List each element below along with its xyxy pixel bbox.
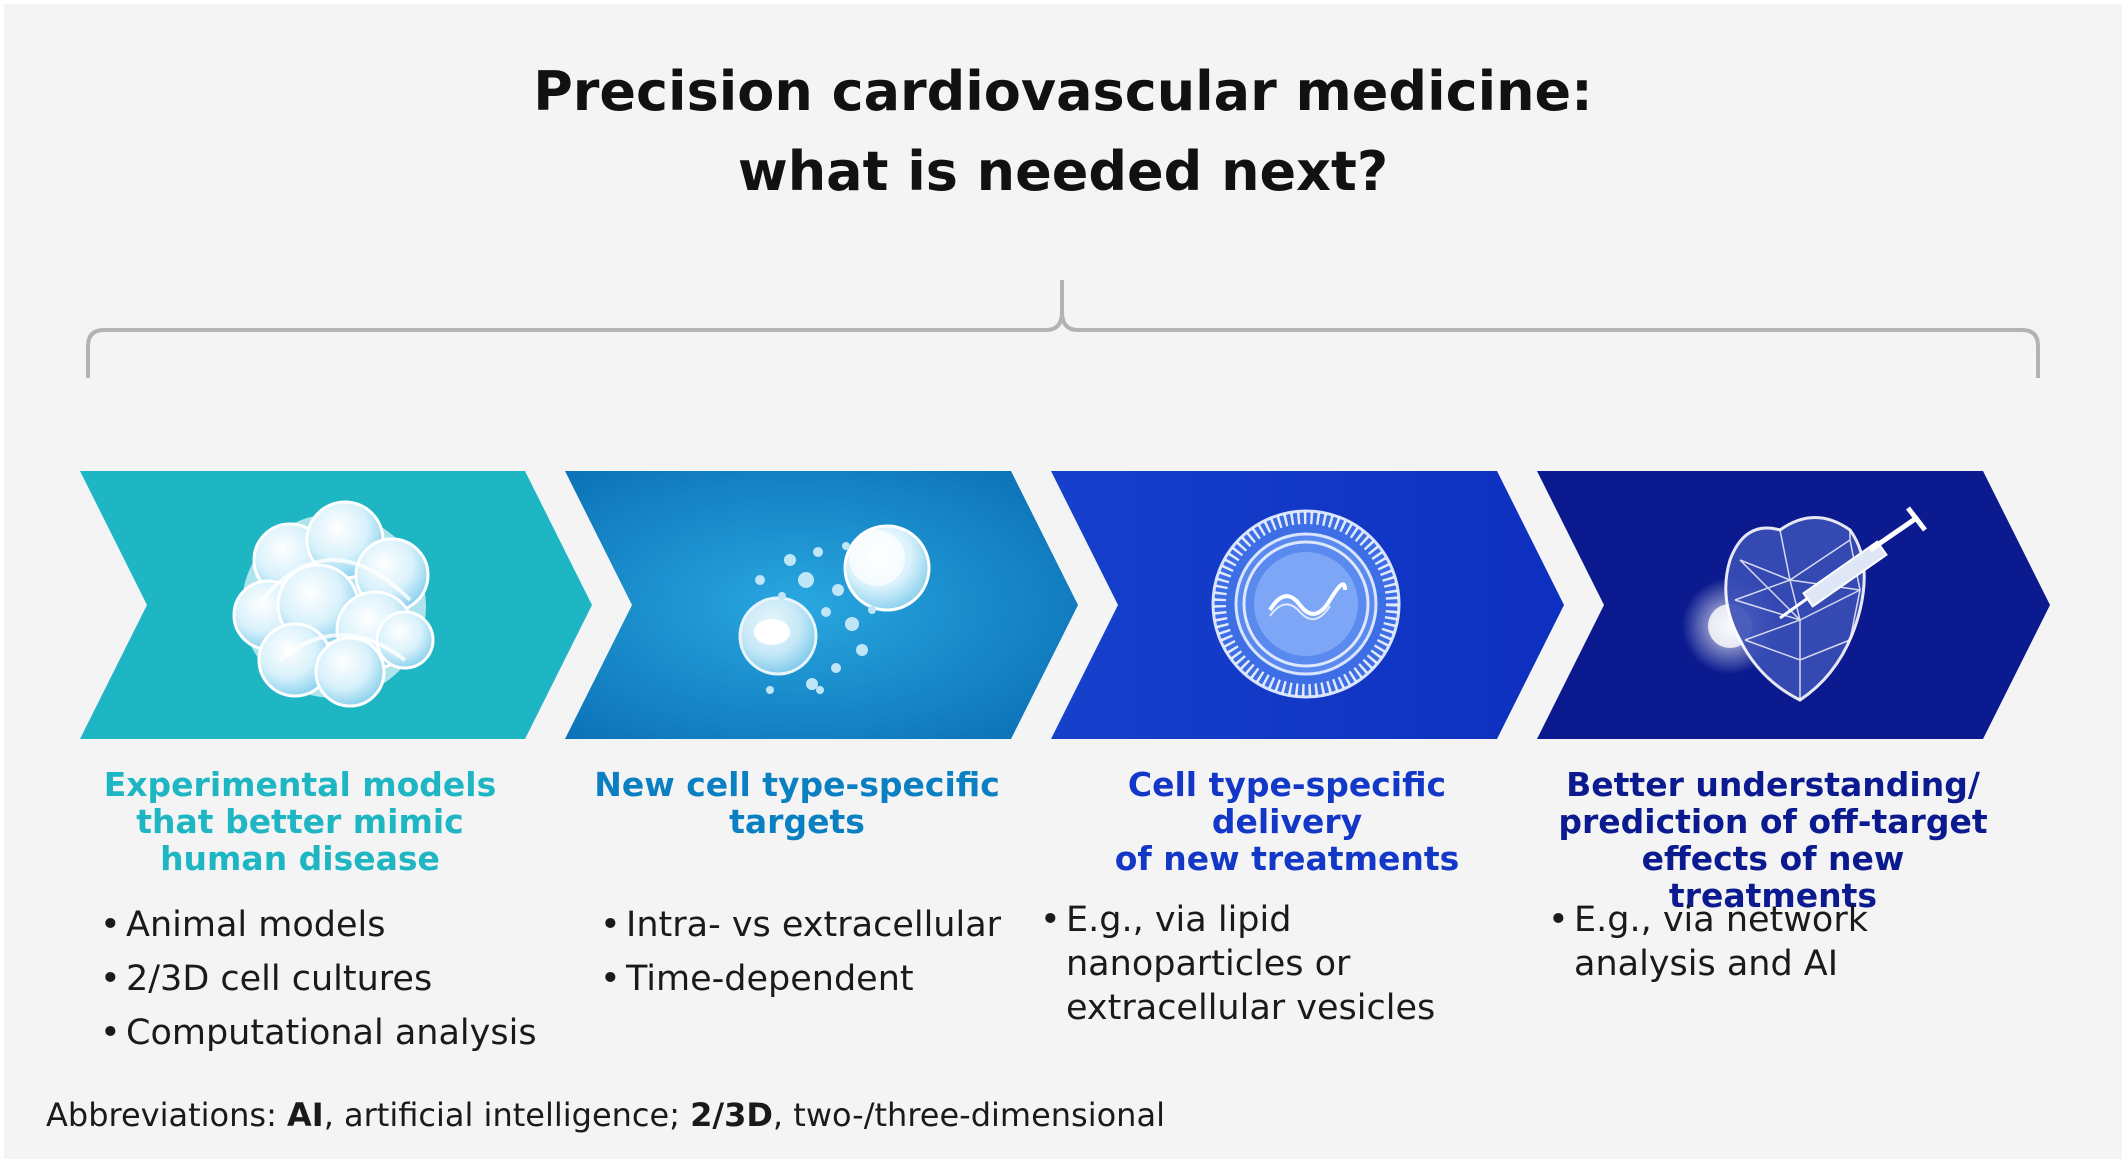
abbrev-def-2-3d: , two-/three-dimensional [772,1096,1165,1134]
step-3-heading: Cell type-specific delivery of new treat… [1047,766,1527,877]
step-3-heading-line-2: of new treatments [1114,839,1460,878]
list-item: Computational analysis [100,1006,560,1060]
step-2-heading: New cell type-specific targets [557,766,1037,840]
step-4-heading-line-1: Better understanding/ [1566,765,1980,804]
heart-syringe-icon [1682,506,1927,702]
syringe-icon [1779,506,1927,620]
step-1-heading-line-1: Experimental models [103,765,497,804]
grouping-bracket [86,280,2040,378]
abbrev-prefix: Abbreviations: [46,1096,288,1134]
list-item: Time-dependent [600,952,1040,1006]
lipid-nanoparticle-icon [1211,509,1401,699]
abbreviations-footnote: Abbreviations: AI, artificial intelligen… [46,1096,1165,1134]
abbrev-def-ai: , artificial intelligence; [323,1096,691,1134]
list-item: E.g., via lipid nanoparticles or extrace… [1040,898,1530,1030]
step-3-bullets: E.g., via lipid nanoparticles or extrace… [1040,898,1530,1030]
list-item: 2/3D cell cultures [100,952,560,1006]
list-item: Intra- vs extracellular [600,898,1040,952]
step-4-heading-line-2: prediction of off-target [1558,802,1988,841]
step-2-bullets: Intra- vs extracellular Time-dependent [600,898,1040,1006]
cell-cluster-icon [232,500,435,708]
step-1-heading-line-3: human disease [160,839,440,878]
step-4-bullets: E.g., via network analysis and AI [1548,898,2018,986]
figure-title: Precision cardiovascular medicine: what … [0,52,2126,212]
step-3-heading-line-1: Cell type-specific delivery [1127,765,1447,841]
list-item: Animal models [100,898,560,952]
step-4-heading: Better understanding/ prediction of off-… [1533,766,2013,914]
step-1-heading-line-2: that better mimic [136,802,464,841]
step-1-heading: Experimental models that better mimic hu… [60,766,540,877]
abbrev-term-ai: AI [287,1096,324,1134]
title-line-2: what is needed next? [737,140,1389,203]
step-2-heading-line-1: New cell type-specific [594,765,1000,804]
title-line-1: Precision cardiovascular medicine: [533,60,1593,123]
abbrev-term-2-3d: 2/3D [690,1096,773,1134]
step-2-heading-line-2: targets [729,802,865,841]
step-arrow-2 [565,471,1078,739]
cells-particles-icon [738,524,931,694]
step-1-bullets: Animal models 2/3D cell cultures Computa… [100,898,560,1060]
list-item: E.g., via network analysis and AI [1548,898,2018,986]
